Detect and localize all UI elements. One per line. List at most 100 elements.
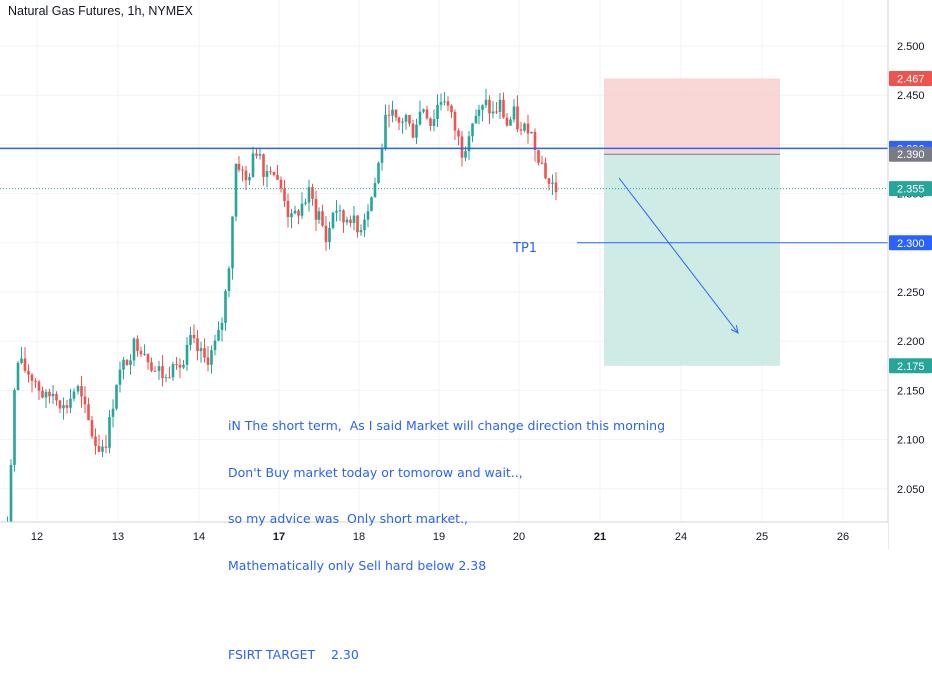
x-tick-label: 19 (433, 531, 445, 543)
candle-body (143, 353, 146, 355)
candle-body (377, 162, 380, 184)
candle-body (139, 350, 143, 355)
candle-body (338, 210, 342, 212)
candle-body (129, 360, 132, 365)
price-chart[interactable]: 2.0502.1002.1502.2002.2502.3002.3502.400… (0, 0, 932, 550)
candle-body (220, 322, 224, 330)
tp1-label: TP1 (513, 241, 538, 256)
candle-body (526, 123, 530, 134)
candle-body (293, 210, 297, 214)
candle-body (83, 396, 87, 405)
annotation-target-line: FSIRT TARGET 2.30 (228, 647, 359, 662)
candle-body (189, 334, 192, 345)
candle-body (269, 171, 272, 173)
candle-body (505, 117, 509, 126)
candle-body (178, 364, 182, 368)
price-badge (889, 181, 932, 197)
price-badge (889, 235, 932, 251)
y-tick-label: 2.450 (897, 90, 925, 102)
candle-body (13, 390, 16, 465)
candle-body (331, 212, 335, 229)
candle-body (446, 101, 450, 106)
candle-body (404, 114, 408, 122)
candle-body (384, 114, 387, 149)
candle-body (27, 370, 30, 375)
candle-body (87, 404, 90, 421)
candle-body (265, 171, 269, 177)
candle-body (55, 393, 58, 401)
x-tick-label: 14 (193, 531, 205, 543)
candle-body (58, 400, 62, 409)
x-tick-label: 20 (513, 531, 525, 543)
candle-body (443, 101, 446, 103)
candle-body (171, 364, 175, 378)
candle-body (460, 136, 464, 158)
candle-body (118, 369, 122, 385)
candles (0, 88, 558, 550)
candle-body (387, 114, 391, 116)
candle-body (262, 154, 265, 177)
candle-body (94, 436, 97, 446)
candle-body (272, 171, 276, 175)
candle-body (132, 338, 136, 361)
candle-body (324, 225, 328, 243)
candle-body (418, 111, 422, 125)
candle-body (234, 163, 238, 217)
candle-body (512, 106, 516, 120)
forecast-arrow-line (618, 177, 739, 334)
candle-body (519, 129, 523, 131)
candle-body (175, 364, 178, 366)
chart-title: Natural Gas Futures, 1h, NYMEX (8, 4, 193, 18)
x-tick-label: 26 (837, 531, 849, 543)
candle-body (217, 329, 220, 341)
price-badge-label: 2.300 (897, 238, 925, 250)
candle-body (51, 393, 55, 397)
candle-body (359, 230, 363, 233)
candle-body (44, 391, 48, 398)
candle-body (150, 362, 153, 371)
take-profit-zone (604, 154, 780, 366)
candle-body (199, 348, 203, 352)
candle-body (464, 151, 467, 158)
candle-body (237, 163, 241, 170)
candle-body (471, 123, 474, 137)
candle-body (297, 210, 300, 216)
candle-body (439, 102, 443, 105)
candle-body (213, 340, 217, 351)
candle-body (380, 148, 384, 163)
price-badge-label: 2.390 (897, 149, 925, 161)
candle-body (540, 162, 544, 164)
annotation-text: iN The short term, As I said Market will… (228, 387, 665, 694)
y-tick-label: 2.100 (897, 435, 925, 447)
candle-body (321, 211, 324, 226)
candle-body (415, 124, 418, 138)
candle-body (408, 114, 411, 124)
candle-body (108, 416, 111, 448)
y-tick-label: 2.500 (897, 41, 925, 53)
candle-body (495, 111, 498, 113)
x-tick-label: 18 (353, 531, 365, 543)
candle-body (76, 386, 80, 392)
candle-body (533, 131, 537, 151)
candle-body (366, 211, 370, 220)
candle-body (450, 105, 453, 112)
candle-body (394, 109, 398, 118)
candle-body (241, 169, 244, 171)
candle-body (283, 188, 286, 202)
candle-body (373, 183, 377, 198)
candle-body (30, 374, 34, 381)
price-badge-label: 2.175 (897, 361, 925, 373)
candle-body (537, 150, 540, 163)
annotation-line-2: Don't Buy market today or tomorow and wa… (228, 464, 523, 480)
price-axis-bg (888, 0, 932, 550)
candle-body (104, 446, 108, 448)
candle-body (317, 211, 321, 220)
candle-body (69, 398, 72, 408)
candle-body (72, 391, 76, 399)
candle-body (436, 104, 439, 120)
candle-body (196, 338, 199, 352)
candle-body (101, 446, 104, 452)
x-tick-label: 24 (675, 531, 687, 543)
candle-body (422, 109, 425, 112)
candle-body (255, 153, 258, 156)
